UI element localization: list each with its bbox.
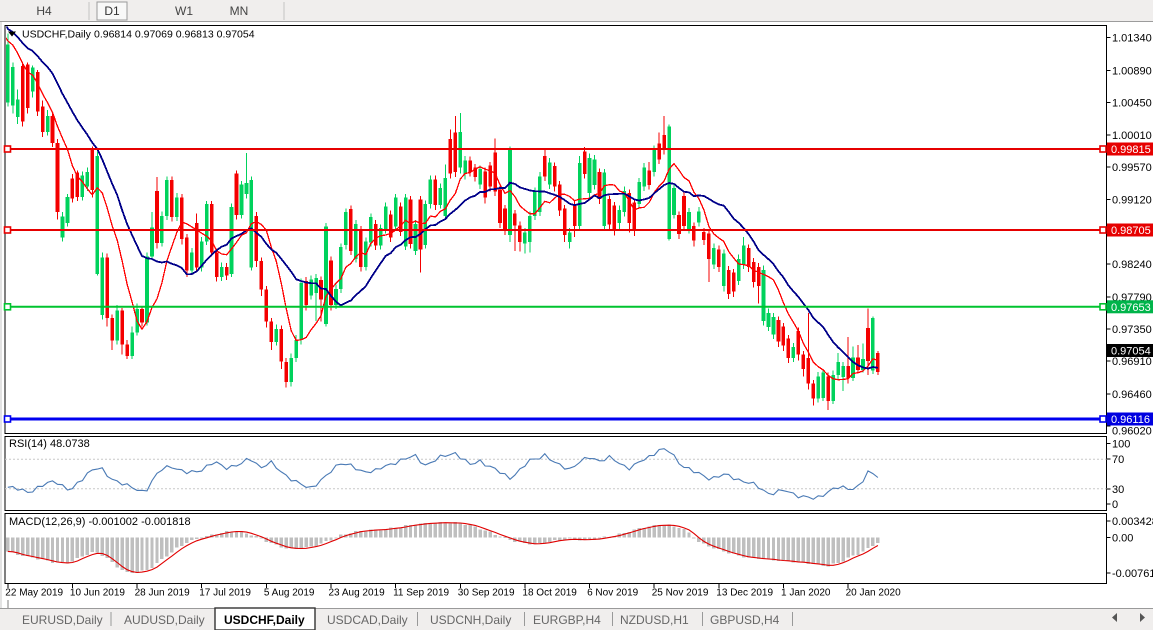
svg-text:0.98240: 0.98240 (1112, 259, 1152, 271)
svg-text:1.00450: 1.00450 (1112, 98, 1152, 110)
svg-text:1.00890: 1.00890 (1112, 66, 1152, 78)
svg-text:20 Jan 2020: 20 Jan 2020 (846, 588, 901, 599)
svg-text:0.96814 0.97069 0.96813 0.9705: 0.96814 0.97069 0.96813 0.97054 (94, 29, 255, 41)
svg-text:0: 0 (1112, 499, 1118, 511)
svg-text:0.96020: 0.96020 (1112, 426, 1152, 438)
svg-text:0.98705: 0.98705 (1111, 225, 1151, 237)
svg-text:25 Nov 2019: 25 Nov 2019 (652, 588, 709, 599)
svg-text:MACD(12,26,9) -0.001002 -0.001: MACD(12,26,9) -0.001002 -0.001818 (9, 516, 191, 528)
svg-text:0.96116: 0.96116 (1111, 414, 1150, 426)
svg-text:1 Jan 2020: 1 Jan 2020 (781, 588, 831, 599)
svg-text:EURUSD,Daily: EURUSD,Daily (22, 613, 103, 627)
svg-text:28 Jun 2019: 28 Jun 2019 (135, 588, 190, 599)
svg-text:0.96910: 0.96910 (1112, 356, 1152, 368)
svg-text:MN: MN (230, 4, 249, 18)
svg-text:18 Oct 2019: 18 Oct 2019 (522, 588, 577, 599)
svg-text:100: 100 (1112, 439, 1130, 451)
svg-text:13 Dec 2019: 13 Dec 2019 (716, 588, 773, 599)
svg-text:AUDUSD,Daily: AUDUSD,Daily (124, 613, 205, 627)
svg-text:0.99570: 0.99570 (1112, 162, 1152, 174)
svg-text:5 Aug 2019: 5 Aug 2019 (264, 588, 315, 599)
svg-text:30: 30 (1112, 484, 1124, 496)
svg-text:1.00010: 1.00010 (1112, 130, 1152, 142)
svg-text:USDCHF,Daily: USDCHF,Daily (22, 29, 92, 41)
svg-text:10 Jun 2019: 10 Jun 2019 (70, 588, 125, 599)
svg-text:EURGBP,H4: EURGBP,H4 (533, 613, 601, 627)
svg-text:0.97653: 0.97653 (1111, 302, 1151, 314)
svg-text:23 Aug 2019: 23 Aug 2019 (329, 588, 386, 599)
svg-text:0.00: 0.00 (1112, 532, 1133, 544)
svg-text:NZDUSD,H1: NZDUSD,H1 (620, 613, 689, 627)
svg-text:70: 70 (1112, 454, 1124, 466)
svg-text:USDCAD,Daily: USDCAD,Daily (327, 613, 408, 627)
svg-text:17 Jul 2019: 17 Jul 2019 (199, 588, 251, 599)
svg-text:11 Sep 2019: 11 Sep 2019 (393, 588, 449, 599)
svg-text:USDCNH,Daily: USDCNH,Daily (430, 613, 511, 627)
svg-text:USDCHF,Daily: USDCHF,Daily (224, 613, 305, 627)
svg-text:-0.007615: -0.007615 (1112, 568, 1153, 580)
svg-text:1.01340: 1.01340 (1112, 33, 1152, 45)
svg-text:6 Nov 2019: 6 Nov 2019 (587, 588, 639, 599)
svg-text:H4: H4 (36, 4, 52, 18)
svg-text:30 Sep 2019: 30 Sep 2019 (458, 588, 515, 599)
svg-text:0.96460: 0.96460 (1112, 389, 1152, 401)
svg-text:0.003428: 0.003428 (1112, 516, 1153, 528)
svg-text:D1: D1 (104, 4, 120, 18)
svg-text:0.97054: 0.97054 (1111, 346, 1151, 358)
svg-text:0.99120: 0.99120 (1112, 195, 1152, 207)
svg-text:22 May 2019: 22 May 2019 (5, 588, 63, 599)
svg-text:0.97350: 0.97350 (1112, 324, 1152, 336)
svg-text:GBPUSD,H4: GBPUSD,H4 (710, 613, 780, 627)
svg-text:RSI(14) 48.0738: RSI(14) 48.0738 (9, 438, 90, 450)
svg-text:0.99815: 0.99815 (1111, 144, 1151, 156)
svg-text:W1: W1 (175, 4, 193, 18)
